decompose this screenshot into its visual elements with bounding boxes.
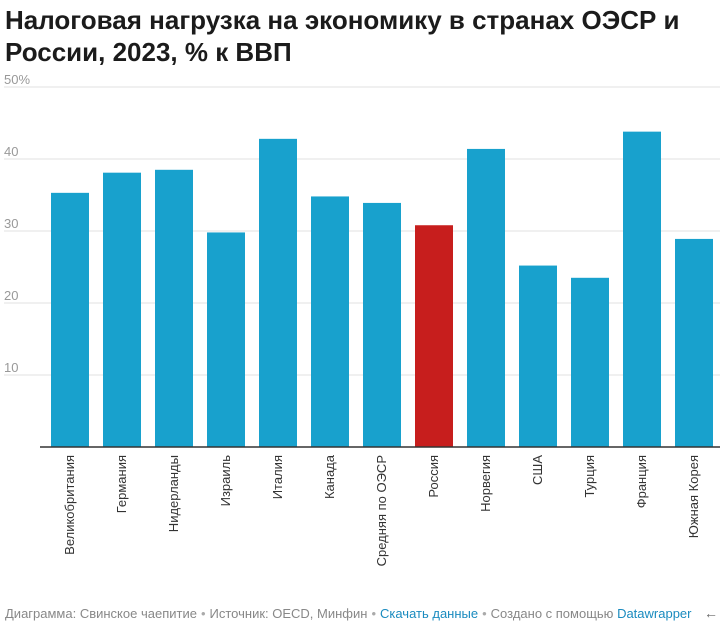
bar <box>207 232 245 447</box>
x-tick-label: Канада <box>322 454 337 499</box>
x-tick-label: Южная Корея <box>686 455 701 538</box>
bar <box>311 196 349 447</box>
bar <box>415 225 453 447</box>
created-with-label: Создано с помощью <box>490 606 614 621</box>
chart-title: Налоговая нагрузка на экономику в страна… <box>5 5 680 67</box>
bar <box>519 265 557 447</box>
bar <box>363 202 401 447</box>
y-tick-label: 10 <box>4 360 18 375</box>
footer-separator: • <box>482 606 487 621</box>
bar <box>571 277 609 447</box>
bar <box>623 131 661 447</box>
y-tick-label: 40 <box>4 144 18 159</box>
bar <box>103 172 141 447</box>
x-tick-label: Норвегия <box>478 455 493 512</box>
y-tick-label: 20 <box>4 288 18 303</box>
left-arrow-icon[interactable]: ← <box>704 605 718 621</box>
bar <box>675 238 713 447</box>
datawrapper-link[interactable]: Datawrapper <box>617 606 692 621</box>
source-note: Источник: OECD, Минфин <box>209 606 368 621</box>
footer: Диаграмма: Свинское чаепитие • Источник: O… <box>5 606 692 621</box>
bar <box>155 169 193 448</box>
x-tick-label: Турция <box>582 455 597 498</box>
y-tick-label: 50% <box>4 72 30 87</box>
y-tick-label: 30 <box>4 216 18 231</box>
x-tick-label: Италия <box>270 455 285 499</box>
x-tick-label: Нидерланды <box>166 455 181 532</box>
chart-credit: Диаграмма: Свинское чаепитие <box>5 606 197 621</box>
x-tick-label: Израиль <box>218 455 233 507</box>
bar <box>467 148 505 448</box>
x-tick-label: США <box>530 455 545 485</box>
footer-separator: • <box>200 606 206 621</box>
bar <box>51 192 89 447</box>
x-tick-label: Средняя по ОЭСР <box>374 455 389 566</box>
footer-separator: • <box>371 606 376 621</box>
download-data-link[interactable]: Скачать данные <box>380 606 479 621</box>
x-tick-label: Германия <box>114 455 129 513</box>
x-tick-label: Франция <box>634 455 649 508</box>
x-tick-label: Россия <box>426 455 441 498</box>
bar <box>259 138 297 447</box>
x-tick-label: Великобритания <box>62 455 77 555</box>
bar-chart: 10 20 30 40 50% Великобритания Германия Нидерла… <box>4 72 720 566</box>
